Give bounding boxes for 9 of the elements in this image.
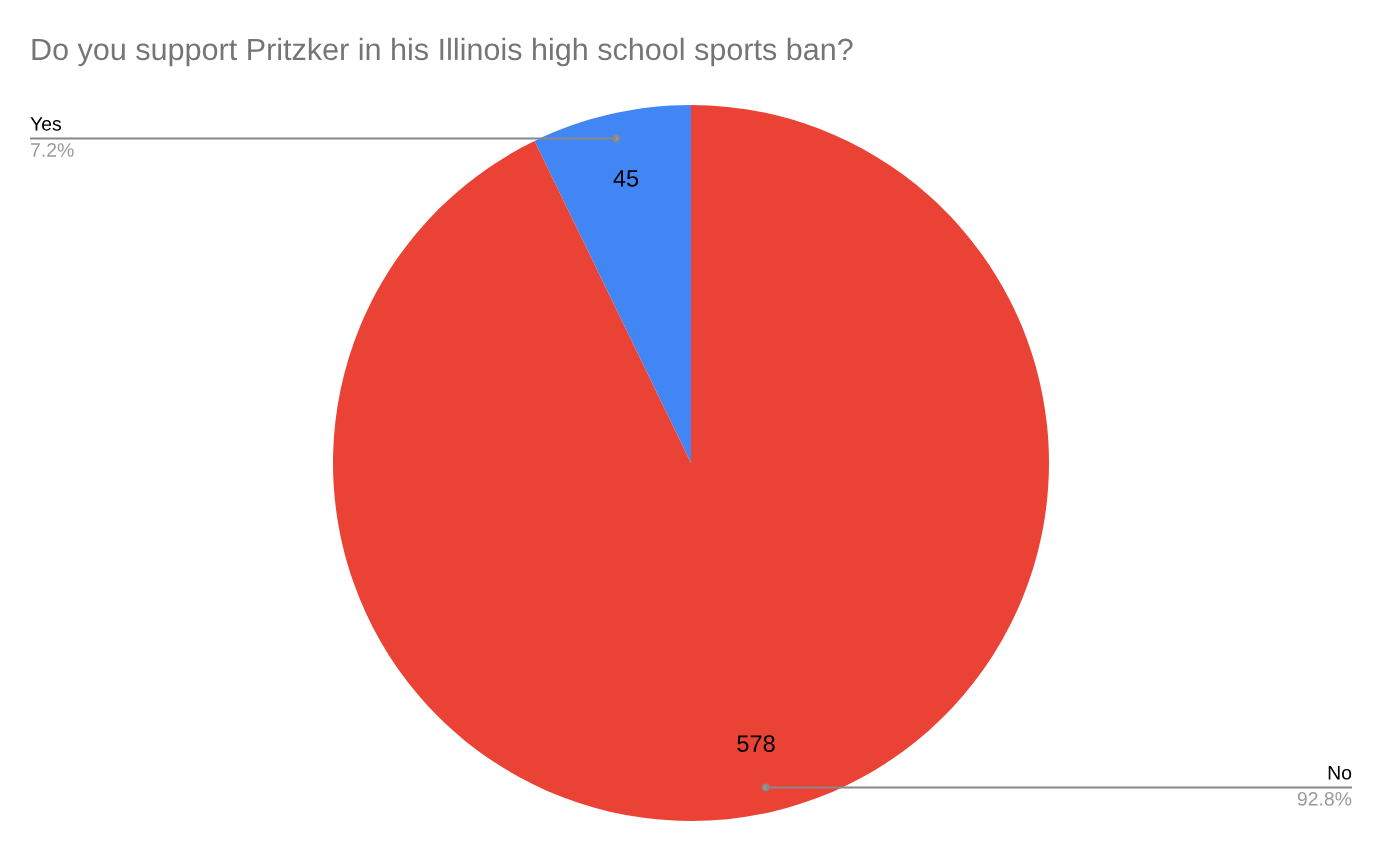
slice-label: Yes (30, 117, 62, 131)
chart-title: Do you support Pritzker in his Illinois high school sports ban? (32, 37, 853, 67)
pie-slice (534, 105, 691, 463)
text: 578 (737, 735, 775, 752)
pie-slice (333, 105, 1049, 821)
data-label: 92.8% (1297, 791, 1352, 806)
data-label: 7.2% (31, 143, 74, 157)
slice-label: No (1328, 766, 1352, 780)
text: 45 (613, 170, 639, 187)
